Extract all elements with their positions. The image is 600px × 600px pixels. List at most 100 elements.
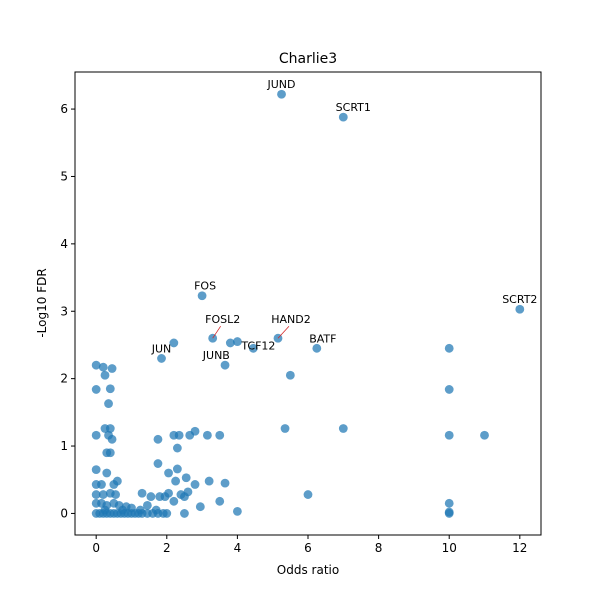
data-point: [195, 502, 205, 512]
x-axis-label: Odds ratio: [277, 563, 339, 577]
data-point: [338, 424, 348, 433]
y-tick-label: 3: [60, 304, 68, 318]
data-point: [204, 476, 214, 486]
x-tick-label: 10: [442, 541, 457, 555]
y-tick-label: 6: [60, 102, 68, 116]
data-point: [215, 496, 225, 506]
data-point: [91, 465, 101, 475]
data-point: [160, 492, 170, 501]
x-tick-label: 2: [163, 541, 171, 555]
data-points: [91, 89, 525, 518]
data-point: [91, 430, 101, 440]
plot-area-frame: [74, 71, 542, 536]
data-point: [100, 505, 110, 515]
data-point: [197, 291, 207, 301]
x-tick-label: 4: [234, 541, 242, 555]
data-point: [169, 338, 179, 348]
data-point: [180, 492, 189, 501]
point-label: JUNB: [202, 349, 230, 362]
x-tick-label: 0: [92, 541, 100, 555]
point-label: HAND2: [271, 313, 311, 326]
data-point: [285, 370, 295, 380]
y-tick-label: 5: [60, 169, 68, 183]
data-point: [98, 362, 108, 372]
x-tick-label: 12: [512, 541, 527, 555]
point-label: JUN: [151, 342, 172, 355]
data-point: [444, 507, 454, 517]
data-point: [97, 480, 106, 489]
data-point: [225, 338, 235, 348]
data-point: [107, 364, 117, 373]
data-point: [185, 430, 195, 440]
data-point: [105, 448, 115, 458]
x-tick-label: 6: [304, 541, 312, 555]
data-point: [174, 430, 184, 440]
point-label: FOSL2: [205, 313, 240, 326]
chart-title: Charlie3: [279, 51, 337, 67]
y-tick-label: 0: [60, 506, 68, 520]
data-point: [102, 468, 112, 478]
data-point: [91, 490, 101, 499]
data-point: [151, 505, 161, 515]
annotation-leader-line: [277, 325, 290, 339]
data-point: [220, 360, 230, 370]
data-point: [277, 89, 286, 99]
point-label: FOS: [194, 280, 216, 293]
data-point: [444, 343, 454, 353]
point-label: TCF12: [240, 340, 275, 353]
data-point: [248, 343, 258, 353]
data-point: [232, 507, 242, 516]
y-tick-label: 1: [60, 439, 68, 453]
data-point: [172, 464, 182, 474]
data-point: [137, 488, 147, 498]
y-tick-label: 4: [60, 237, 68, 251]
data-point: [157, 354, 166, 363]
data-point: [180, 509, 189, 518]
data-point: [444, 430, 454, 440]
data-point: [480, 430, 489, 440]
point-annotations: JUND SCRT1 FOS SCRT2 FOSL2 HAND2 TCF12 BATF JUN J…: [151, 78, 538, 362]
data-point: [220, 478, 230, 488]
data-point: [169, 496, 179, 506]
data-point: [107, 434, 117, 444]
point-label: SCRT1: [336, 101, 371, 114]
data-point: [338, 112, 348, 122]
data-point: [111, 490, 120, 499]
data-point: [172, 443, 182, 453]
data-point: [100, 370, 110, 380]
data-point: [105, 424, 115, 433]
data-point: [280, 424, 290, 433]
x-tick-label: 8: [375, 541, 383, 555]
data-point: [181, 473, 191, 483]
annotation-leader-line: [212, 325, 222, 339]
data-point: [118, 505, 128, 515]
data-point: [153, 434, 163, 444]
data-point: [202, 430, 212, 440]
data-point: [171, 476, 181, 486]
data-point: [91, 385, 101, 394]
data-point: [142, 500, 152, 510]
data-point: [515, 304, 525, 314]
data-point: [444, 385, 454, 394]
data-point: [162, 509, 172, 518]
data-point: [190, 480, 200, 489]
point-label: BATF: [309, 332, 336, 345]
data-point: [215, 430, 225, 440]
point-label: SCRT2: [502, 293, 537, 306]
data-point: [312, 343, 322, 353]
data-point: [164, 468, 173, 478]
data-point: [105, 384, 115, 394]
y-axis-label: -Log10 FDR: [35, 268, 49, 337]
data-point: [104, 399, 113, 408]
point-label: JUND: [267, 78, 296, 91]
data-point: [153, 459, 163, 468]
data-point: [232, 337, 242, 346]
data-point: [146, 492, 156, 501]
data-point: [303, 490, 313, 499]
data-point: [91, 360, 101, 370]
data-point: [98, 490, 108, 499]
y-tick-label: 2: [60, 372, 68, 386]
data-point: [109, 480, 119, 489]
